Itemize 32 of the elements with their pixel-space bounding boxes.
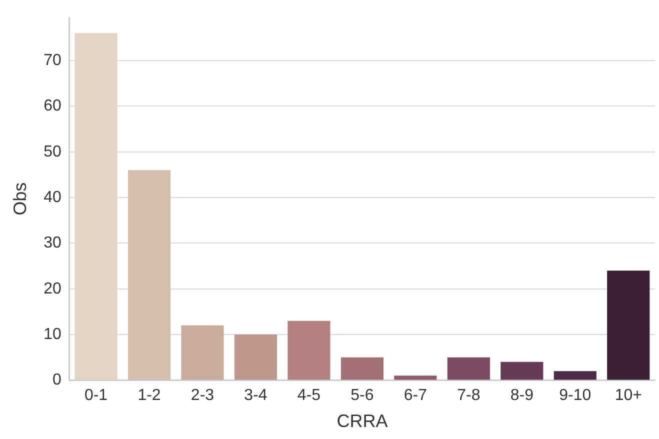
x-tick-label: 7-8 <box>457 387 480 404</box>
x-axis-title: CRRA <box>336 411 388 432</box>
y-tick-label: 10 <box>44 326 62 343</box>
bar <box>181 325 224 380</box>
x-tick-label: 3-4 <box>244 387 268 404</box>
bar <box>500 362 544 380</box>
bar <box>74 33 118 380</box>
y-tick-label: 50 <box>44 143 62 160</box>
x-tick-label: 0-1 <box>84 387 108 404</box>
bar <box>340 357 384 380</box>
bar <box>607 270 650 380</box>
x-tick-label: 5-6 <box>350 387 374 404</box>
bar <box>394 376 437 380</box>
y-tick-label: 30 <box>44 234 62 252</box>
y-tick-label: 40 <box>44 188 62 206</box>
y-tick-label: 70 <box>44 52 62 69</box>
x-tick-label: 10+ <box>614 387 642 404</box>
bar <box>447 357 490 380</box>
bar <box>234 334 278 380</box>
x-tick-label: 4-5 <box>297 387 321 404</box>
x-tick-label: 8-9 <box>510 387 534 404</box>
x-tick-label: 2-3 <box>190 387 214 404</box>
x-tick-label: 6-7 <box>404 387 428 404</box>
bar <box>554 371 596 380</box>
bar <box>128 170 171 380</box>
bar <box>288 320 330 380</box>
y-tick-label: 60 <box>44 98 62 115</box>
x-tick-label: 1-2 <box>138 387 161 404</box>
y-tick-label: 0 <box>52 372 62 389</box>
x-tick-label: 9-10 <box>559 387 592 404</box>
y-axis-title: Obs <box>10 182 30 216</box>
y-tick-label: 20 <box>44 280 62 298</box>
